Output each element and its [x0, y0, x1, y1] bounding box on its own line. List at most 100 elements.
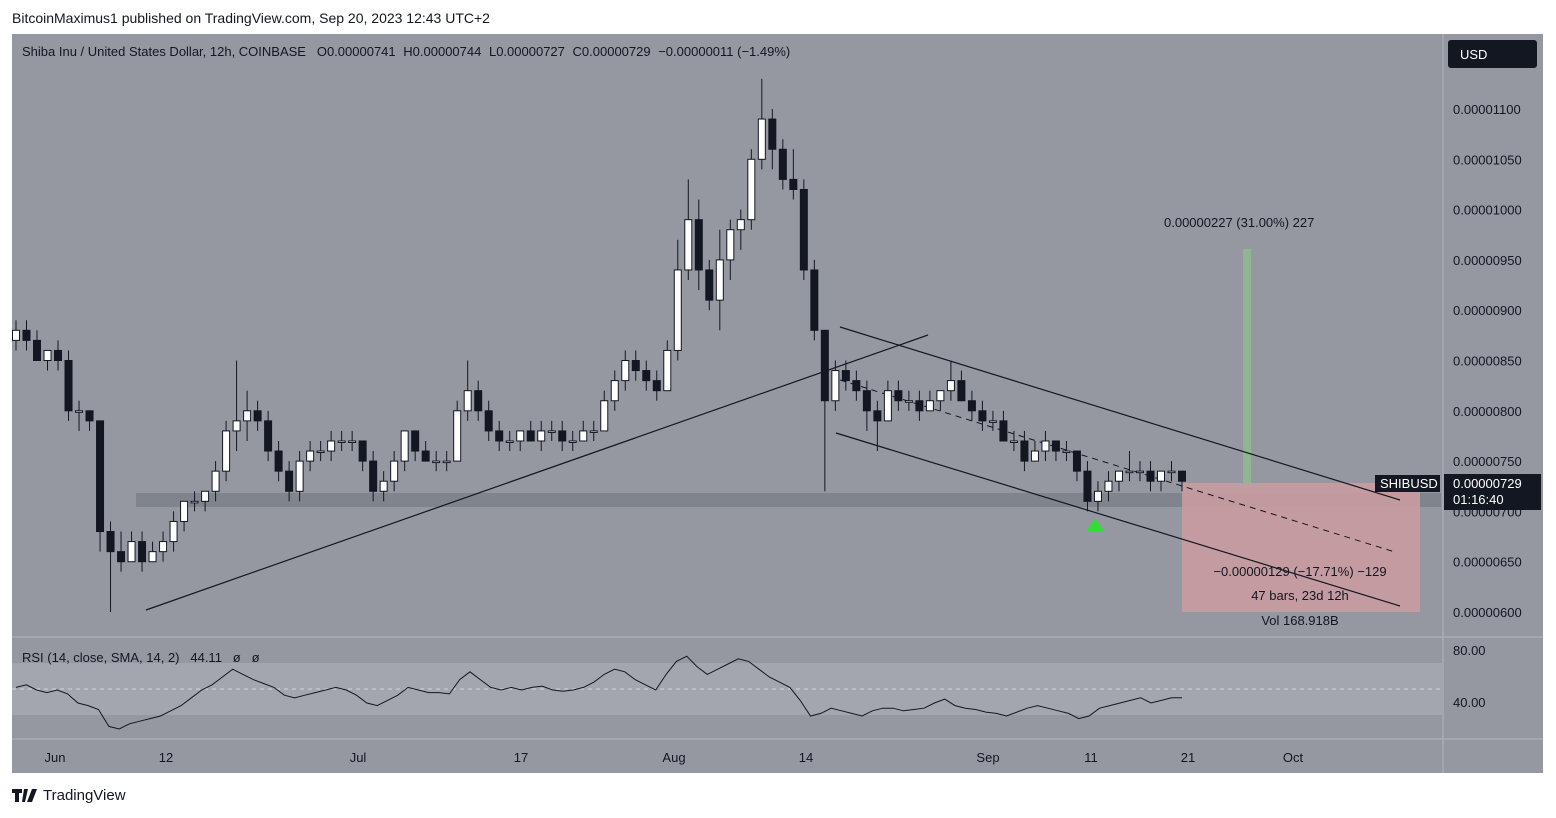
- candle-body: [495, 430, 504, 442]
- candle-body: [127, 541, 136, 563]
- candle: [862, 380, 871, 431]
- candle: [1020, 430, 1029, 472]
- time-tick-label: Oct: [1283, 750, 1304, 765]
- candle-body: [694, 219, 703, 271]
- candle: [747, 149, 756, 230]
- candle: [421, 440, 430, 462]
- chart-frame[interactable]: [12, 34, 1543, 773]
- candle: [138, 531, 147, 572]
- candle-body: [358, 440, 367, 462]
- currency-button[interactable]: USD: [1448, 40, 1537, 68]
- candle-body: [1146, 470, 1155, 482]
- rsi-value: 44.11: [190, 650, 222, 665]
- candle-body: [621, 360, 630, 382]
- candle: [631, 350, 640, 381]
- rsi-tick-40: 40.00: [1453, 695, 1486, 710]
- candle-body: [936, 390, 945, 402]
- candle: [505, 430, 514, 452]
- candle: [999, 410, 1008, 442]
- candle: [757, 78, 766, 170]
- candle: [1156, 470, 1165, 492]
- candle-body: [474, 390, 483, 412]
- candle: [589, 420, 598, 441]
- candle: [232, 360, 241, 452]
- candle-body: [337, 440, 346, 443]
- candle: [799, 179, 808, 281]
- candle: [306, 440, 315, 472]
- candle-body: [64, 360, 73, 412]
- candle-body: [715, 259, 724, 301]
- candle-body: [1083, 470, 1092, 502]
- candle: [568, 430, 577, 452]
- candle-body: [883, 390, 892, 422]
- candle-body: [757, 118, 766, 160]
- short-vol-label: Vol 168.918B: [1261, 613, 1338, 628]
- candle-body: [558, 430, 567, 442]
- candle-body: [180, 500, 189, 522]
- candle: [1135, 461, 1144, 482]
- candle: [736, 209, 745, 250]
- candle-body: [747, 158, 756, 221]
- candle-body: [442, 460, 451, 464]
- candle-body: [43, 349, 52, 362]
- candle-body: [978, 410, 987, 422]
- candle: [190, 491, 199, 512]
- candle: [243, 390, 252, 441]
- candle: [1146, 461, 1155, 492]
- candle-body: [138, 541, 147, 563]
- candle-body: [190, 500, 199, 504]
- candle-body: [726, 229, 735, 261]
- price-tag-bg: [1444, 474, 1541, 510]
- candle: [726, 219, 735, 281]
- candle-body: [768, 118, 777, 150]
- price-tick-label: 0.00001000: [1453, 203, 1522, 218]
- candle-body: [1104, 480, 1113, 492]
- candle: [642, 360, 651, 391]
- candle: [33, 330, 42, 362]
- candle-body: [169, 520, 178, 543]
- candle: [169, 511, 178, 552]
- tradingview-logo-icon: [12, 789, 37, 802]
- candle: [957, 370, 966, 402]
- price-tick-label: 0.00000750: [1453, 454, 1522, 469]
- tradingview-logo[interactable]: TradingView: [12, 787, 126, 804]
- candle-body: [106, 531, 115, 553]
- channel-midline: [839, 379, 1396, 553]
- candle: [1041, 430, 1050, 462]
- time-tick-label: Sep: [976, 750, 999, 765]
- bounce-up-arrow: [1086, 519, 1104, 531]
- candle: [537, 420, 546, 452]
- candle-body: [1072, 450, 1081, 472]
- candle-body: [600, 400, 609, 432]
- candle: [600, 390, 609, 432]
- candle-body: [631, 360, 640, 372]
- candle: [495, 420, 504, 452]
- high-label: H: [403, 44, 413, 59]
- price-tick-label: 0.00001050: [1453, 152, 1522, 167]
- candle-body: [778, 148, 787, 180]
- price-tick-label: 0.00000850: [1453, 354, 1522, 369]
- candle-body: [589, 430, 598, 433]
- candle: [96, 420, 105, 552]
- candle: [453, 400, 462, 462]
- candle-body: [484, 410, 493, 432]
- price-tick-label: 0.00000600: [1453, 605, 1522, 620]
- candle-body: [642, 370, 651, 382]
- candle-body: [537, 430, 546, 442]
- candle-body: [673, 269, 682, 351]
- candle-body: [1009, 440, 1018, 443]
- time-tick-label: 12: [159, 750, 173, 765]
- ohlc-legend: Shiba Inu / United States Dollar, 12h, C…: [22, 44, 790, 59]
- candle-body: [306, 450, 315, 462]
- channel-lower-line: [835, 432, 1401, 607]
- candle-body: [400, 430, 409, 462]
- rsi-extra-1: ø: [232, 650, 241, 665]
- candle: [1072, 450, 1081, 482]
- candle-body: [12, 329, 20, 341]
- candle-body: [1051, 440, 1060, 452]
- candle: [1114, 470, 1123, 492]
- candle-body: [652, 380, 661, 392]
- publisher-header: BitcoinMaximus1 published on TradingView…: [12, 10, 490, 26]
- candle-body: [841, 370, 850, 382]
